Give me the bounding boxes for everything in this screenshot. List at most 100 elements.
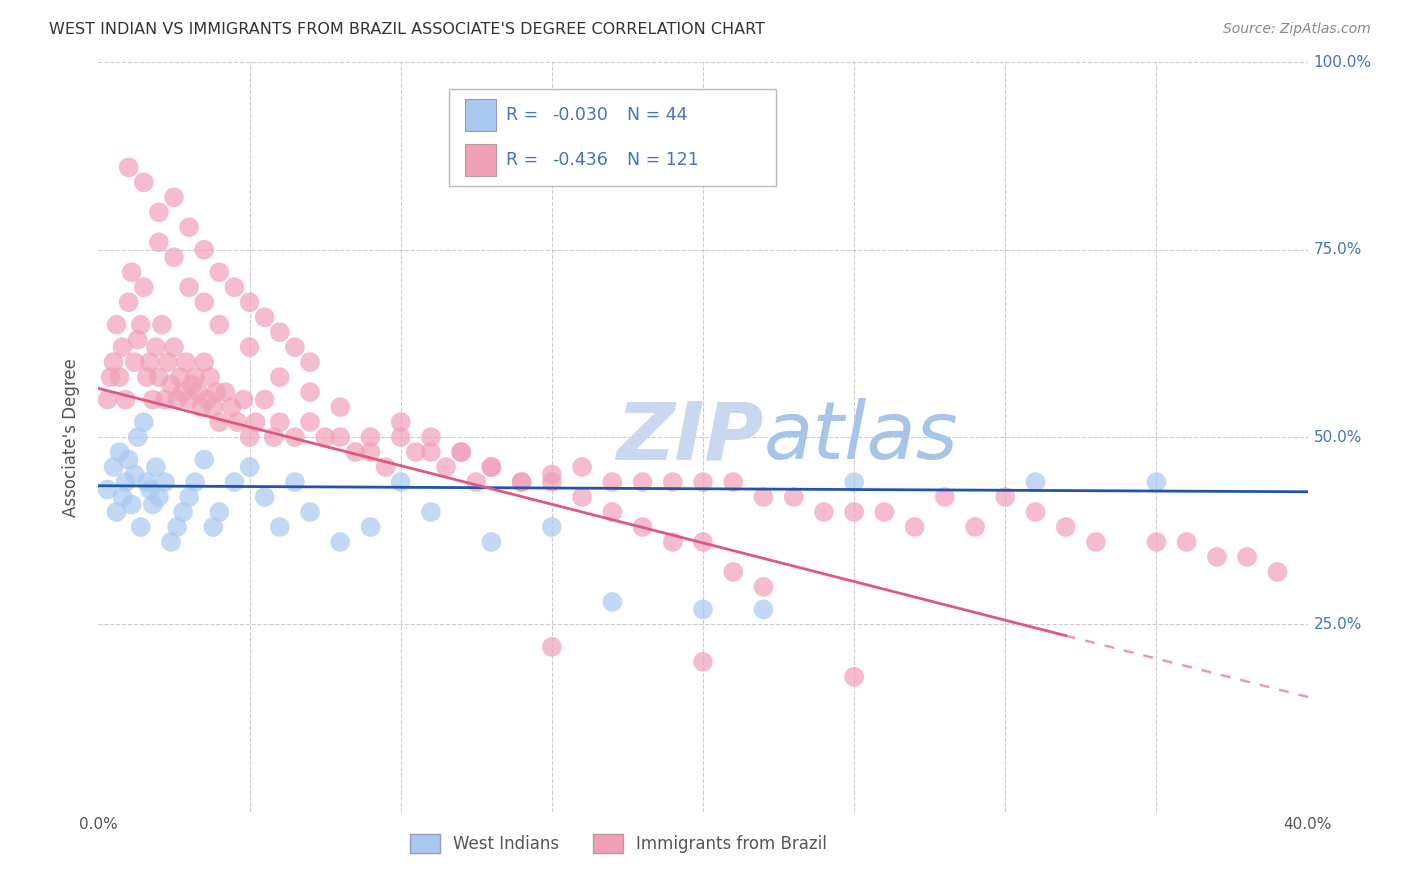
Point xyxy=(179,280,201,294)
Point xyxy=(450,445,472,459)
Text: atlas: atlas xyxy=(763,398,959,476)
Point xyxy=(269,415,291,429)
Point xyxy=(105,318,128,332)
Point xyxy=(103,460,125,475)
Point xyxy=(129,318,152,332)
Point xyxy=(160,535,183,549)
Point xyxy=(114,475,136,489)
Point xyxy=(232,392,254,407)
Point xyxy=(224,475,246,489)
Point xyxy=(148,370,170,384)
Point xyxy=(202,520,225,534)
Point xyxy=(181,377,204,392)
Point xyxy=(172,385,194,400)
Point xyxy=(148,490,170,504)
Point xyxy=(299,385,322,400)
Point xyxy=(166,392,188,407)
Point xyxy=(111,490,134,504)
Point xyxy=(121,498,143,512)
Point xyxy=(631,520,654,534)
Point xyxy=(118,295,141,310)
Point xyxy=(166,520,188,534)
Point xyxy=(193,295,215,310)
Point xyxy=(405,445,427,459)
Legend: West Indians, Immigrants from Brazil: West Indians, Immigrants from Brazil xyxy=(404,827,834,860)
Point xyxy=(510,475,533,489)
Text: 50.0%: 50.0% xyxy=(1313,430,1362,444)
Point xyxy=(187,385,209,400)
Point xyxy=(127,430,149,444)
FancyBboxPatch shape xyxy=(465,99,496,130)
Point xyxy=(269,325,291,339)
Point xyxy=(813,505,835,519)
Point xyxy=(1024,475,1046,489)
Point xyxy=(132,280,155,294)
Point xyxy=(174,355,197,369)
Point xyxy=(465,475,488,489)
Point xyxy=(200,370,222,384)
Point xyxy=(142,498,165,512)
Point xyxy=(124,355,146,369)
Point xyxy=(153,475,176,489)
Point xyxy=(360,445,382,459)
Point xyxy=(692,475,714,489)
Point xyxy=(142,392,165,407)
Point xyxy=(602,475,624,489)
Point xyxy=(103,355,125,369)
Point xyxy=(208,318,231,332)
Point xyxy=(540,475,562,489)
Point xyxy=(195,392,218,407)
Point xyxy=(284,340,307,354)
Point xyxy=(156,355,179,369)
Text: N = 44: N = 44 xyxy=(627,106,688,124)
Text: WEST INDIAN VS IMMIGRANTS FROM BRAZIL ASSOCIATE'S DEGREE CORRELATION CHART: WEST INDIAN VS IMMIGRANTS FROM BRAZIL AS… xyxy=(49,22,765,37)
Point xyxy=(752,602,775,616)
Point xyxy=(193,452,215,467)
Point xyxy=(1206,549,1229,564)
Point xyxy=(420,430,443,444)
Point xyxy=(994,490,1017,504)
Point xyxy=(239,460,262,475)
Point xyxy=(214,385,236,400)
Point xyxy=(129,520,152,534)
Point xyxy=(540,520,562,534)
Text: R =: R = xyxy=(506,106,544,124)
Text: R =: R = xyxy=(506,151,544,169)
Point xyxy=(193,355,215,369)
Text: 25.0%: 25.0% xyxy=(1313,617,1362,632)
Point xyxy=(540,467,562,482)
Point xyxy=(329,535,352,549)
Point xyxy=(329,430,352,444)
Point xyxy=(1144,535,1167,549)
Point xyxy=(299,505,322,519)
Text: 75.0%: 75.0% xyxy=(1313,243,1362,257)
Point xyxy=(184,370,207,384)
Text: ZIP: ZIP xyxy=(616,398,763,476)
Point xyxy=(111,340,134,354)
Point xyxy=(299,355,322,369)
Point xyxy=(179,392,201,407)
Point xyxy=(389,415,412,429)
FancyBboxPatch shape xyxy=(465,145,496,176)
Point xyxy=(602,595,624,609)
Point xyxy=(139,355,162,369)
Point xyxy=(360,520,382,534)
Point xyxy=(661,535,683,549)
Text: 100.0%: 100.0% xyxy=(1313,55,1372,70)
Point xyxy=(105,505,128,519)
Point xyxy=(783,490,806,504)
Point xyxy=(253,490,276,504)
Text: -0.030: -0.030 xyxy=(551,106,607,124)
Point xyxy=(145,340,167,354)
Point xyxy=(124,467,146,482)
Point xyxy=(145,460,167,475)
Point xyxy=(108,445,131,459)
Point xyxy=(284,430,307,444)
Point xyxy=(510,475,533,489)
Point xyxy=(692,535,714,549)
Point xyxy=(118,452,141,467)
Point xyxy=(844,475,866,489)
Point xyxy=(208,265,231,279)
Point xyxy=(844,505,866,519)
Text: Source: ZipAtlas.com: Source: ZipAtlas.com xyxy=(1223,22,1371,37)
